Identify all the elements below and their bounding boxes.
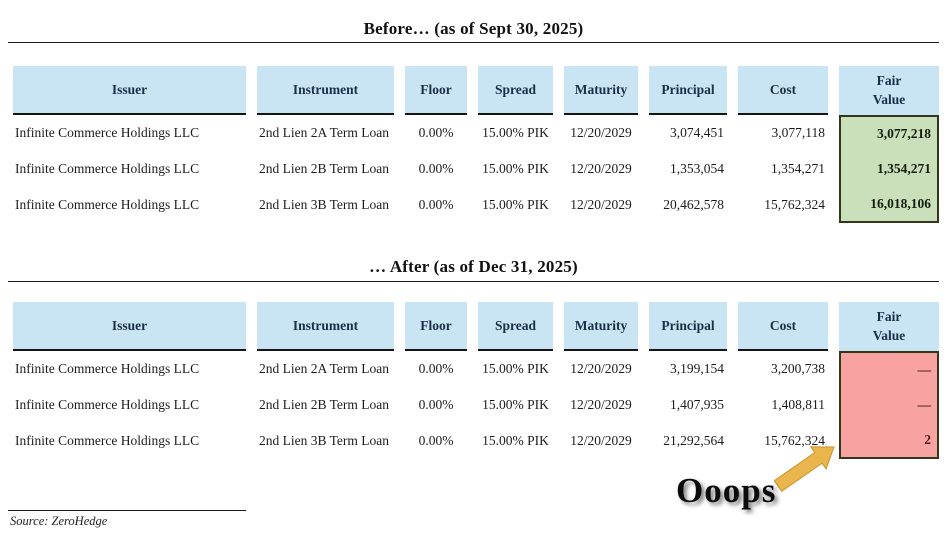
cell-instrument: 2nd Lien 2A Term Loan [259, 361, 390, 376]
cell-principal: 21,292,564 [663, 433, 724, 448]
cell-principal: 3,199,154 [670, 361, 724, 376]
cell-floor: 0.00% [418, 197, 454, 212]
after-table: Issuer Instrument Floor Spread Maturity … [13, 302, 939, 459]
column-header-spread: Spread [478, 302, 553, 351]
column-header-instrument: Instrument [257, 302, 394, 351]
cell-cost: 1,408,811 [771, 397, 826, 412]
cell-cost: 1,354,271 [771, 161, 825, 176]
fair-value-header-line1: Fair [876, 309, 902, 325]
cell-instrument: 2nd Lien 3B Term Loan [259, 433, 390, 448]
cell-maturity: 12/20/2029 [570, 161, 632, 176]
cell-issuer: Infinite Commerce Holdings LLC [15, 161, 200, 176]
column-header-floor: Floor [405, 66, 467, 115]
fair-value-header-line2: Value [872, 91, 906, 107]
cell-maturity: 12/20/2029 [570, 361, 632, 376]
cell-issuer: Infinite Commerce Holdings LLC [15, 433, 200, 448]
column-header-floor: Floor [405, 302, 467, 351]
fair-value-highlight-box-before: 3,077,218 1,354,271 16,018,106 [839, 115, 939, 223]
cell-maturity: 12/20/2029 [570, 397, 632, 412]
column-header-maturity: Maturity [564, 302, 638, 351]
column-header-fair-value: Fair Value [839, 66, 939, 115]
cell-maturity: 12/20/2029 [570, 197, 632, 212]
cell-spread: 15.00% PIK [482, 433, 549, 448]
fair-value-highlight-box-after: — — 2 [839, 351, 939, 459]
after-title: … After (as of Dec 31, 2025) [369, 257, 578, 276]
cell-principal: 1,407,935 [670, 397, 724, 412]
cell-cost: 3,077,118 [771, 125, 826, 140]
fair-value-cell: 3,077,218 [877, 126, 931, 142]
fair-value-cell: 1,354,271 [877, 161, 931, 176]
fair-value-cell: — [917, 397, 932, 412]
cell-spread: 15.00% PIK [482, 361, 549, 376]
cell-issuer: Infinite Commerce Holdings LLC [15, 397, 200, 412]
column-header-issuer: Issuer [13, 66, 246, 115]
cell-principal: 3,074,451 [670, 125, 724, 140]
cell-instrument: 2nd Lien 3B Term Loan [259, 197, 390, 212]
cell-maturity: 12/20/2029 [570, 125, 632, 140]
column-header-cost: Cost [738, 66, 828, 115]
cell-spread: 15.00% PIK [482, 161, 549, 176]
column-header-maturity: Maturity [564, 66, 638, 115]
cell-floor: 0.00% [418, 433, 454, 448]
cell-instrument: 2nd Lien 2B Term Loan [259, 397, 390, 412]
cell-cost: 3,200,738 [771, 361, 825, 376]
cell-instrument: 2nd Lien 2A Term Loan [259, 125, 390, 140]
cell-cost: 15,762,324 [764, 197, 825, 212]
column-header-issuer: Issuer [13, 302, 246, 351]
source-divider [8, 510, 246, 511]
before-table: Issuer Instrument Floor Spread Maturity … [13, 66, 939, 223]
after-title-divider [8, 281, 939, 282]
before-title: Before… (as of Sept 30, 2025) [363, 19, 584, 38]
fair-value-cell: 2 [924, 431, 931, 447]
cell-principal: 1,353,054 [670, 161, 724, 176]
source-credit: Source: ZeroHedge [10, 514, 108, 528]
column-header-principal: Principal [649, 66, 727, 115]
cell-floor: 0.00% [418, 397, 454, 412]
cell-floor: 0.00% [418, 361, 454, 376]
cell-maturity: 12/20/2029 [570, 433, 632, 448]
oops-arrow-icon [770, 440, 842, 494]
fair-value-cell: 16,018,106 [870, 195, 931, 211]
oops-annotation: Ooops [676, 471, 777, 510]
column-header-fair-value: Fair Value [839, 302, 939, 351]
fair-value-header-line1: Fair [876, 73, 902, 89]
cell-floor: 0.00% [418, 161, 454, 176]
cell-issuer: Infinite Commerce Holdings LLC [15, 125, 200, 140]
column-header-principal: Principal [649, 302, 727, 351]
cell-principal: 20,462,578 [663, 197, 724, 212]
before-title-divider [8, 42, 939, 43]
cell-spread: 15.00% PIK [482, 197, 549, 212]
cell-floor: 0.00% [418, 125, 454, 140]
column-header-cost: Cost [738, 302, 828, 351]
fair-value-cell: — [917, 362, 932, 378]
cell-spread: 15.00% PIK [482, 397, 549, 412]
column-header-spread: Spread [478, 66, 553, 115]
cell-spread: 15.00% PIK [482, 125, 549, 140]
cell-instrument: 2nd Lien 2B Term Loan [259, 161, 390, 176]
fair-value-header-line2: Value [872, 327, 906, 343]
cell-cost: 15,762,324 [764, 433, 825, 448]
cell-issuer: Infinite Commerce Holdings LLC [15, 197, 200, 212]
cell-issuer: Infinite Commerce Holdings LLC [15, 361, 200, 376]
column-header-instrument: Instrument [257, 66, 394, 115]
